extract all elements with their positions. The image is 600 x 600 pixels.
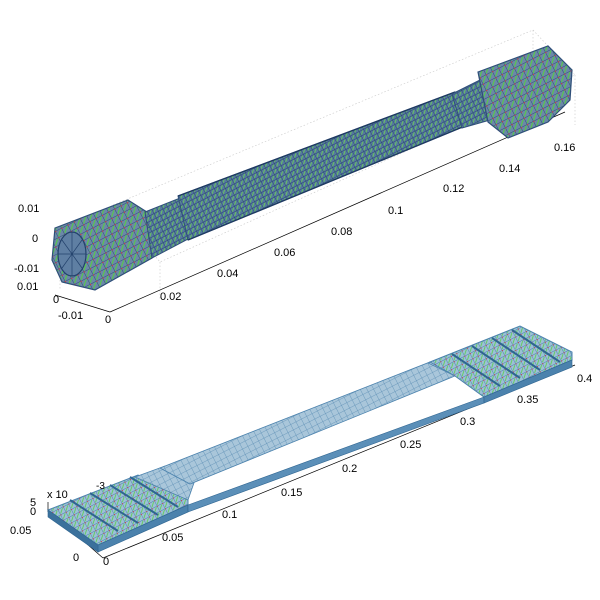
top-x-ticks: 0 0.02 0.04 0.06 0.08 0.1 0.12 0.14 0.16 (105, 142, 575, 326)
bottom-x-tick-5: 0.25 (400, 439, 421, 451)
top-y-axis-line (54, 294, 111, 313)
top-x-tick-6: 0.12 (443, 183, 464, 195)
bottom-z-multiplier: x 10 (47, 489, 68, 501)
bottom-x-tick-1: 0.05 (162, 532, 183, 544)
bottom-x-tick-6: 0.3 (460, 416, 475, 428)
bottom-x-tick-8: 0.4 (577, 373, 592, 385)
bottom-specimen-mesh (46, 325, 573, 553)
top-x-tick-2: 0.04 (217, 268, 238, 280)
bottom-y-ticks: 0 0.05 (10, 525, 79, 564)
top-y-tick-0: -0.01 (58, 310, 83, 322)
top-specimen-mesh (51, 45, 573, 291)
top-x-tick-7: 0.14 (499, 163, 520, 175)
bottom-x-tick-0: 0 (103, 556, 109, 568)
top-x-tick-4: 0.08 (331, 226, 352, 238)
bottom-plot: 0 0.05 0.1 0.15 0.2 0.25 0.3 0.35 0.4 0 … (10, 325, 592, 568)
bottom-z-tick-1: 5 (30, 497, 36, 509)
top-y-ticks: -0.01 0 0.01 (17, 281, 83, 322)
top-x-tick-3: 0.06 (274, 247, 295, 259)
bottom-x-ticks: 0 0.05 0.1 0.15 0.2 0.25 0.3 0.35 0.4 (103, 373, 592, 568)
bottom-z-tick-0: 0 (30, 506, 36, 518)
bottom-x-tick-7: 0.35 (517, 394, 538, 406)
top-x-tick-5: 0.1 (388, 205, 403, 217)
top-x-axis-line (109, 111, 566, 313)
top-z-tick-0: -0.01 (14, 263, 39, 275)
top-plot: 0 0.02 0.04 0.06 0.08 0.1 0.12 0.14 0.16… (14, 29, 576, 326)
bottom-x-tick-2: 0.1 (222, 509, 237, 521)
top-z-ticks: -0.01 0 0.01 (14, 203, 39, 275)
top-y-tick-2: 0.01 (17, 281, 38, 293)
top-x-tick-8: 0.16 (554, 142, 575, 154)
bottom-y-tick-0: 0 (73, 552, 79, 564)
top-z-tick-1: 0 (32, 233, 38, 245)
top-x-tick-1: 0.02 (160, 291, 181, 303)
bottom-x-tick-3: 0.15 (281, 487, 302, 499)
bottom-z-exponent: -3 (96, 481, 105, 492)
bottom-y-tick-1: 0.05 (10, 525, 31, 537)
bottom-x-tick-4: 0.2 (342, 463, 357, 475)
top-x-tick-0: 0 (105, 314, 111, 326)
top-y-tick-1: 0 (53, 294, 59, 306)
top-z-tick-2: 0.01 (18, 203, 39, 215)
bottom-z-ticks: 0 5 x 10 -3 (30, 481, 105, 518)
